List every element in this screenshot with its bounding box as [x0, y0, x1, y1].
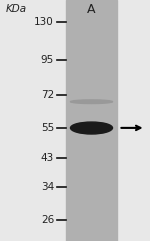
Bar [66, 0, 117, 241]
Ellipse shape [70, 122, 112, 134]
Text: 26: 26 [41, 215, 54, 225]
Text: 95: 95 [41, 55, 54, 65]
Text: KDa: KDa [6, 4, 27, 14]
Text: A: A [87, 3, 96, 16]
Text: 34: 34 [41, 182, 54, 192]
Text: 72: 72 [41, 90, 54, 100]
Text: 43: 43 [41, 153, 54, 163]
Text: 130: 130 [34, 17, 54, 27]
Ellipse shape [70, 100, 112, 104]
Text: 55: 55 [41, 123, 54, 133]
